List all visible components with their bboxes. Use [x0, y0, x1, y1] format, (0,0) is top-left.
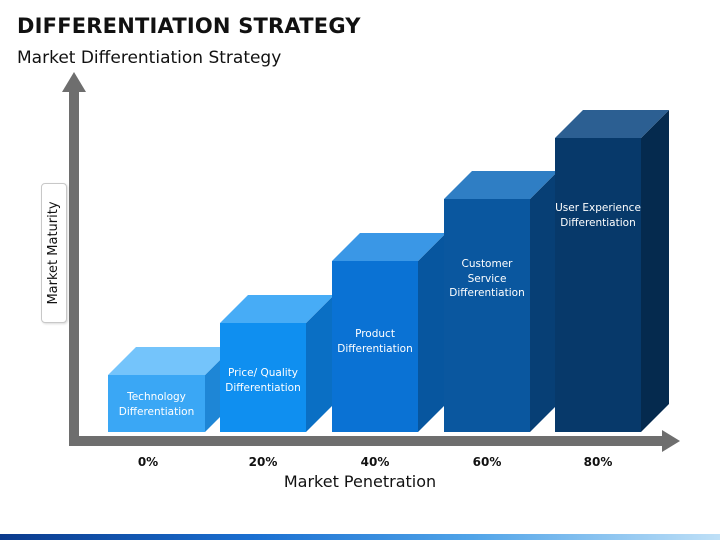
- step-block-front: [555, 138, 641, 432]
- x-axis-line: [69, 436, 665, 446]
- step-block-top: [332, 233, 446, 261]
- step-block-side: [530, 171, 558, 432]
- step-block-top: [108, 347, 233, 375]
- step-block-front: [220, 323, 306, 432]
- x-axis-label: Market Penetration: [283, 472, 437, 491]
- x-tick-label: 80%: [583, 455, 613, 469]
- slide-title: DIFFERENTIATION STRATEGY: [17, 14, 361, 38]
- step-block-side: [641, 110, 669, 432]
- steps-group: [108, 110, 669, 432]
- y-axis-label-box: Market Maturity: [41, 183, 67, 323]
- step-label: User Experience Differentiation: [555, 202, 641, 229]
- step-block-front: [444, 199, 530, 432]
- step-block-top: [444, 171, 558, 199]
- x-tick-label: 0%: [137, 455, 159, 469]
- slide-subtitle: Market Differentiation Strategy: [17, 48, 282, 68]
- x-tick-label: 60%: [472, 455, 502, 469]
- footer-gradient-bar: [0, 534, 720, 540]
- step-label: Product Differentiation: [337, 328, 413, 355]
- x-tick-label: 20%: [248, 455, 278, 469]
- x-axis-arrowhead: [662, 430, 680, 452]
- step-block-side: [306, 295, 334, 432]
- x-tick-label: 40%: [360, 455, 390, 469]
- step-label: Technology Differentiation: [118, 391, 195, 418]
- y-axis-label: Market Maturity: [46, 201, 61, 305]
- y-axis-line: [69, 90, 79, 440]
- step-block-side: [418, 233, 446, 432]
- step-block-top: [555, 110, 669, 138]
- step-label: Price/ Quality Differentiation: [225, 367, 301, 394]
- step-block-front: [332, 261, 418, 432]
- y-axis-arrowhead: [62, 72, 86, 92]
- step-block-top: [220, 295, 334, 323]
- step-block-front: [108, 375, 205, 432]
- step-label: Customer Service Differentiation: [449, 258, 525, 299]
